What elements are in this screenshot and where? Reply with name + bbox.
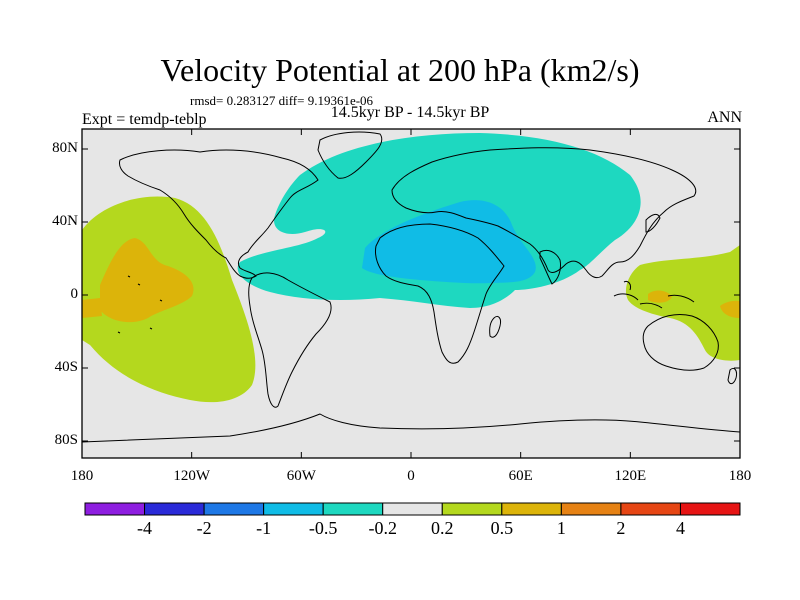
colorbar-label: -1: [256, 518, 272, 538]
coastline-pacific-islands: [117, 275, 163, 334]
lon-label: 60W: [286, 468, 316, 484]
region-positive-pacific-core: [100, 238, 194, 323]
colorbar-label: 2: [616, 518, 626, 538]
colorbar-label: -2: [196, 518, 212, 538]
lon-label: 180: [728, 468, 752, 484]
lon-label: 0: [407, 468, 415, 484]
colorbar-swatch: [144, 502, 205, 516]
colorbar-label: -4: [137, 518, 153, 538]
lon-label: 120W: [173, 468, 210, 484]
colorbar-swatch: [322, 502, 384, 516]
lon-label: 180: [70, 468, 94, 484]
coastline-madagascar: [489, 315, 501, 338]
colorbar-label: -0.5: [308, 518, 338, 538]
season-label: ANN: [707, 109, 742, 126]
coastline-eurasia: [391, 147, 697, 279]
coastlines: [82, 131, 740, 443]
region-positive-maritime: [625, 245, 740, 361]
coastline-north-america: [119, 149, 319, 279]
colorbar-swatch: [203, 502, 265, 516]
lat-label: 80S: [54, 432, 78, 448]
colorbar-swatch: [560, 502, 622, 516]
lat-label: 40N: [52, 213, 78, 229]
colorbar-swatch: [679, 502, 741, 516]
tick-marks: [81, 129, 741, 458]
colorbar-swatch: [441, 502, 503, 516]
region-positive-maritime-core-east: [720, 300, 740, 318]
coastline-india: [539, 249, 561, 285]
period-label: 14.5kyr BP - 14.5kyr BP: [330, 104, 490, 121]
colorbar-swatch: [501, 502, 562, 516]
coastline-greenland: [317, 131, 383, 179]
lon-label: 120E: [614, 468, 647, 484]
lat-label: 0: [70, 286, 79, 302]
coastline-indonesia: [613, 281, 695, 309]
map-title: Velocity Potential at 200 hPa (km2/s): [160, 52, 640, 88]
lon-label: 60E: [508, 468, 533, 484]
stats-label: rmsd= 0.283127 diff= 9.19361e-06: [190, 93, 374, 108]
experiment-label: Expt = temdp-teblp: [82, 111, 207, 128]
colorbar-label: -0.2: [368, 518, 397, 538]
coastline-africa: [375, 223, 505, 364]
coastline-south-america: [248, 272, 332, 408]
coastline-new-zealand: [727, 367, 737, 385]
colorbar-label: 1: [556, 518, 566, 538]
lat-label: 80N: [52, 140, 78, 156]
colorbar-label: 4: [675, 518, 685, 538]
colorbar-swatch: [84, 502, 146, 516]
region-positive-pacific-core-edge: [82, 298, 102, 318]
region-positive-maritime-core: [648, 290, 672, 303]
colorbar-label: 0.5: [490, 518, 514, 538]
lat-label: 40S: [54, 359, 78, 375]
coastline-japan: [645, 213, 661, 233]
colorbar-label: 0.2: [431, 518, 454, 538]
colorbar: [84, 502, 741, 516]
coastline-antarctica: [82, 413, 740, 443]
colorbar-swatch: [263, 502, 324, 516]
region-negative-africa-core: [362, 200, 536, 284]
colorbar-swatch: [382, 502, 443, 516]
colorbar-swatch: [620, 502, 681, 516]
coastline-australia: [642, 313, 719, 371]
